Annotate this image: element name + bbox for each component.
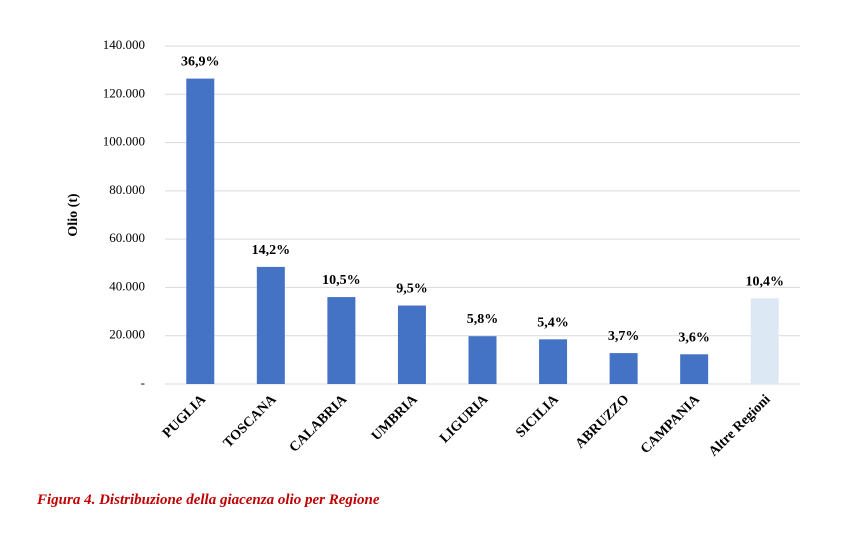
x-tick-label: TOSCANA: [221, 392, 280, 451]
data-label: 5,8%: [467, 312, 499, 327]
data-label: 3,7%: [608, 329, 640, 344]
x-tick-label: CAMPANIA: [638, 392, 703, 457]
data-label: 14,2%: [252, 243, 291, 258]
x-tick-label: LIGURIA: [437, 392, 492, 447]
bar: [609, 353, 638, 384]
bar: [680, 354, 709, 384]
x-tick-label: ABRUZZO: [573, 392, 633, 452]
data-label: 10,4%: [745, 274, 784, 289]
y-tick-label: 100.000: [103, 134, 145, 149]
y-tick-label: 60.000: [109, 230, 145, 245]
bar: [539, 339, 568, 384]
y-tick-label: 20.000: [109, 327, 145, 342]
data-label: 9,5%: [396, 282, 428, 297]
x-tick-label: Altre Regioni: [706, 392, 773, 459]
y-tick-label: 140.000: [103, 37, 145, 52]
x-tick-label: PUGLIA: [160, 392, 210, 442]
y-tick-label: -: [141, 375, 145, 390]
bar: [468, 336, 497, 384]
y-tick-label: 120.000: [103, 85, 145, 100]
y-axis-label: Olio (t): [66, 193, 81, 236]
data-label: 3,6%: [678, 330, 710, 345]
bar: [256, 266, 285, 384]
x-tick-label: CALABRIA: [287, 392, 351, 456]
caption: Figura 4. Distribuzione della giacenza o…: [36, 492, 380, 508]
x-tick-label: UMBRIA: [369, 392, 421, 444]
bar: [186, 78, 215, 384]
y-tick-label: 80.000: [109, 182, 145, 197]
y-tick-label: 40.000: [109, 278, 145, 293]
data-label: 5,4%: [537, 315, 569, 330]
bar: [397, 305, 426, 384]
data-label: 10,5%: [322, 273, 361, 288]
x-tick-label: SICILIA: [513, 392, 562, 441]
bar: [750, 298, 779, 384]
data-label: 36,9%: [181, 55, 220, 70]
bar: [327, 297, 356, 384]
